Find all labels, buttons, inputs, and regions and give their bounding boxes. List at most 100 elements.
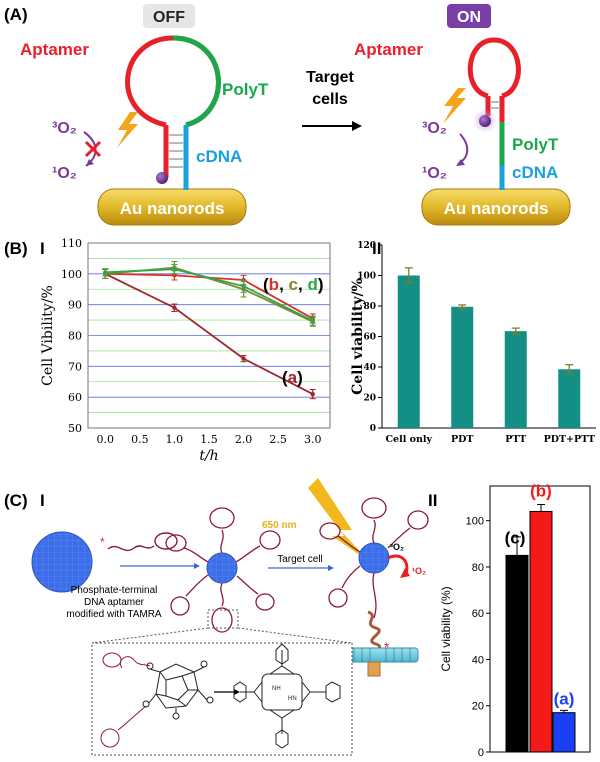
arrow-right-icon xyxy=(194,563,200,569)
au-label-off: Au nanorods xyxy=(120,199,225,218)
y-tick-label: 60 xyxy=(472,608,484,620)
blocked-cross-icon xyxy=(84,140,102,158)
chart-cell-viability-b: 0 20 40 60 80 100 120 Cell viability/% Cell only… xyxy=(350,241,596,445)
off-tag: OFF xyxy=(153,9,185,26)
singlet-oxygen-on: ¹O₂ xyxy=(422,165,447,182)
panel-a-label: (A) xyxy=(4,5,28,24)
y-tick-label: 100 xyxy=(466,516,484,528)
y-axis-label: Cell viability/% xyxy=(350,278,366,395)
oxygen-arrowhead-on xyxy=(456,159,465,166)
aptamer-label-off: Aptamer xyxy=(20,40,89,59)
polyt-loop-off xyxy=(172,35,221,128)
panel-c-label: (C) xyxy=(4,491,28,510)
panel-b-part2: II xyxy=(372,239,381,258)
aptamer-loop-on xyxy=(467,37,521,99)
y-axis-label: Cell Vibility/% xyxy=(40,285,56,386)
svg-text:¹O₂: ¹O₂ xyxy=(412,566,426,576)
svg-text:³O₂: ³O₂ xyxy=(422,120,447,137)
data-point-d xyxy=(241,283,246,289)
mof-structure xyxy=(100,652,214,748)
polyt-label-on: PolyT xyxy=(512,135,559,154)
desc-line-1: Phosphate-terminal xyxy=(71,585,158,596)
hybrid-rungs-on xyxy=(490,101,500,109)
zoom-inset xyxy=(91,642,353,756)
y-tick-label: 90 xyxy=(68,299,82,312)
target-cells-arrow: Target cells xyxy=(302,69,362,131)
desc-line-3: modified with TAMRA xyxy=(66,609,162,620)
ros-arrow-icon xyxy=(400,568,410,578)
y-tick-label: 100 xyxy=(357,272,376,282)
oxygen-arrow-on xyxy=(457,133,469,165)
arrow-right-icon xyxy=(352,121,362,131)
lightning-icon-off xyxy=(117,112,138,148)
on-tag: ON xyxy=(457,9,481,26)
bar xyxy=(451,306,474,428)
panel-c: (C) I II * Phosphate-terminal DNA aptame… xyxy=(4,478,591,759)
data-point-d xyxy=(172,267,177,272)
triplet-oxygen-on: ³O₂ xyxy=(422,120,447,137)
au-nanorod-on xyxy=(421,188,571,226)
data-point-a xyxy=(310,391,315,397)
on-tag-box xyxy=(447,4,491,28)
photosensitizer-on xyxy=(479,115,491,127)
bar xyxy=(397,275,420,428)
target-label-1: Target xyxy=(306,69,354,86)
panel-c-part2: II xyxy=(428,491,437,510)
x-tick-label: 3.0 xyxy=(304,433,322,446)
panel-b: (B) I II 50 60 70 80 90 100 110 0.0 0.5 1.0 1.5 2.0… xyxy=(4,237,596,464)
hybrid-rungs-off xyxy=(169,134,183,168)
off-tag-box xyxy=(143,4,195,28)
au-label-on: Au nanorods xyxy=(444,199,549,218)
bar-c xyxy=(505,554,529,753)
bar xyxy=(504,331,527,428)
y-tick-label: 70 xyxy=(68,360,82,373)
aptamer-label-on: Aptamer xyxy=(354,40,423,59)
category-label: PDT+PTT xyxy=(544,434,595,445)
functionalized-np xyxy=(165,507,281,633)
cdna-label-on: cDNA xyxy=(512,163,558,182)
bar-b xyxy=(529,510,553,753)
x-tick-label: 2.5 xyxy=(269,433,287,446)
y-tick-label: 40 xyxy=(472,654,484,666)
category-label: PDT xyxy=(451,434,473,445)
y-tick-label: 80 xyxy=(68,330,82,343)
triplet-oxygen-off: ³O₂ xyxy=(52,120,77,137)
svg-text:³O₂: ³O₂ xyxy=(52,120,77,137)
svg-text:HN: HN xyxy=(288,696,297,702)
series-label-a: (a) xyxy=(282,368,303,387)
x-tick-label: 1.0 xyxy=(166,433,184,446)
cdna-label-off: cDNA xyxy=(196,147,242,166)
arrow-right-icon xyxy=(328,565,334,571)
y-tick-label: 120 xyxy=(357,241,376,251)
chart-cell-viability-c: 0 20 40 60 80 100 Cell viability (%) (c) (b) (a) xyxy=(439,482,591,759)
bar-a xyxy=(552,712,576,753)
svg-text:*: * xyxy=(384,639,390,655)
series-line-a xyxy=(104,273,314,395)
lightning-icon xyxy=(308,478,370,562)
bar-label-b: (b) xyxy=(530,482,552,501)
x-tick-label: 2.0 xyxy=(235,433,253,446)
panel-a: (A) OFF Au nanorods Aptamer PolyT cDNA xyxy=(4,4,571,226)
data-point-d xyxy=(310,318,315,323)
x-tick-label: 1.5 xyxy=(200,433,218,446)
photosensitizer-off xyxy=(156,172,168,184)
au-nanorod-off xyxy=(97,188,247,226)
svg-text:NH: NH xyxy=(272,686,281,692)
x-tick-label: 0.5 xyxy=(131,433,149,446)
bar-label-a: (a) xyxy=(554,690,575,709)
category-label: Cell only xyxy=(385,434,432,445)
svg-text:*: * xyxy=(100,535,105,549)
bar-label-c: (c) xyxy=(505,528,526,547)
target-cell-label: Target cell xyxy=(277,554,323,565)
y-tick-label: 0 xyxy=(478,747,484,759)
data-point-a xyxy=(241,356,246,361)
y-tick-label: 20 xyxy=(472,701,484,713)
series-label-bcd: (b, c, d) xyxy=(263,275,324,294)
y-tick-label: 110 xyxy=(61,237,82,250)
y-tick-label: 100 xyxy=(61,268,82,281)
polyt-label-off: PolyT xyxy=(222,80,269,99)
panel-b-part1: I xyxy=(40,239,45,258)
x-axis-label: t/h xyxy=(199,448,218,464)
